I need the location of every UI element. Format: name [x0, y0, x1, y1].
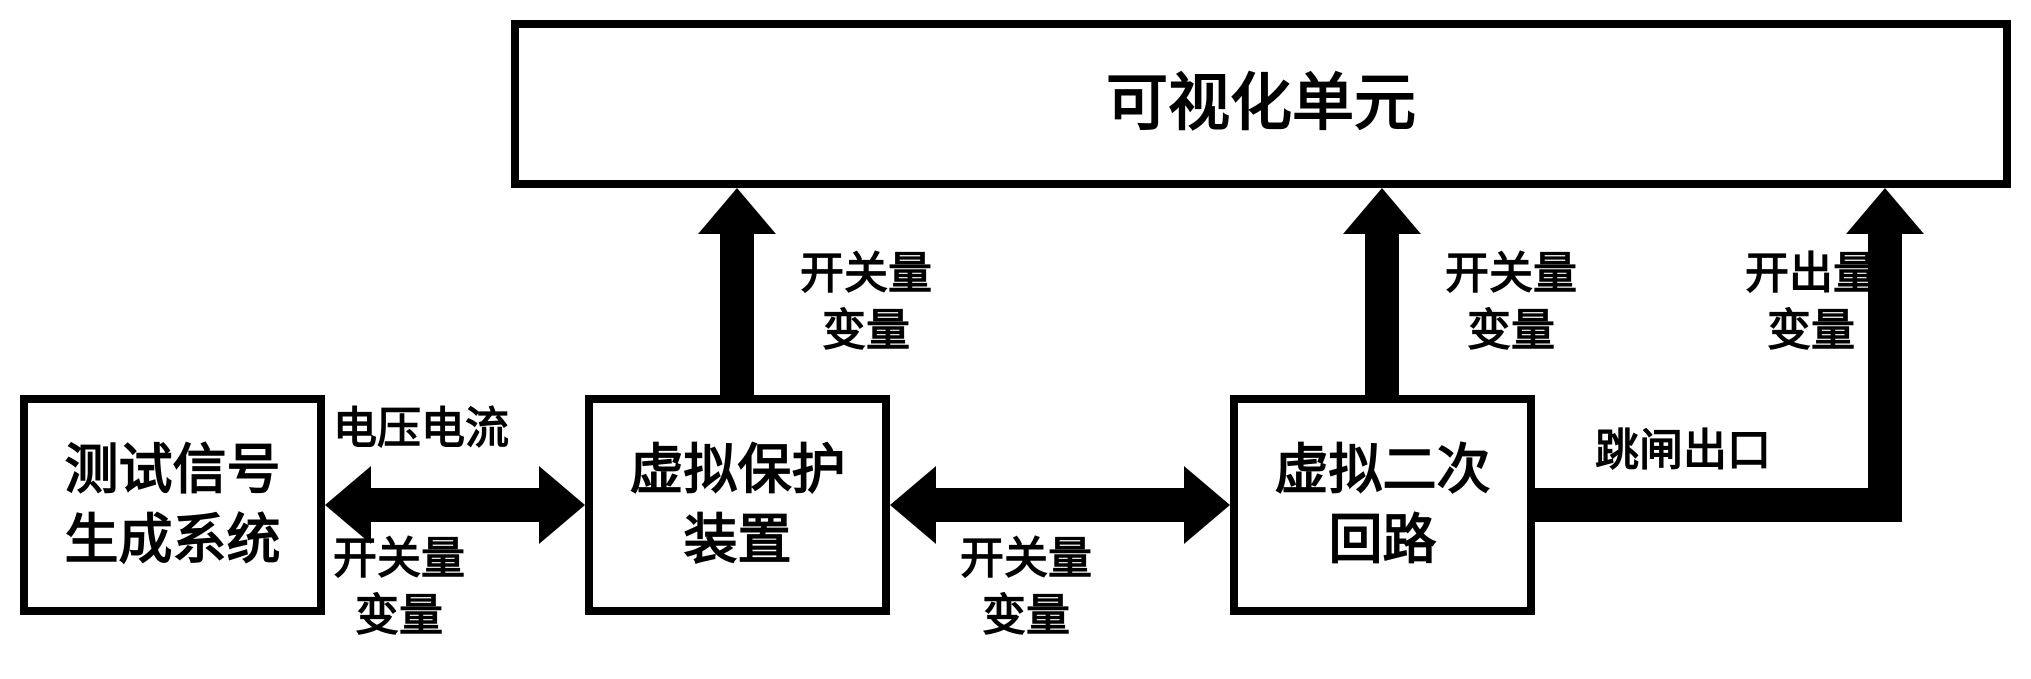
- label-switch-var-1: 开关量变量: [333, 530, 465, 644]
- label-output-var: 开出量变量: [1745, 245, 1877, 359]
- label-switch-var-4: 开关量变量: [1445, 245, 1577, 359]
- label-switch-var-2: 开关量变量: [800, 245, 932, 359]
- label-switch-var-3: 开关量变量: [960, 530, 1092, 644]
- label-trip-exit: 跳闸出口: [1595, 422, 1771, 479]
- arrow-shaft-horizontal: [1535, 488, 1902, 522]
- label-voltage-current: 电压电流: [333, 400, 509, 457]
- arrow-head-up-icon: [1846, 188, 1924, 234]
